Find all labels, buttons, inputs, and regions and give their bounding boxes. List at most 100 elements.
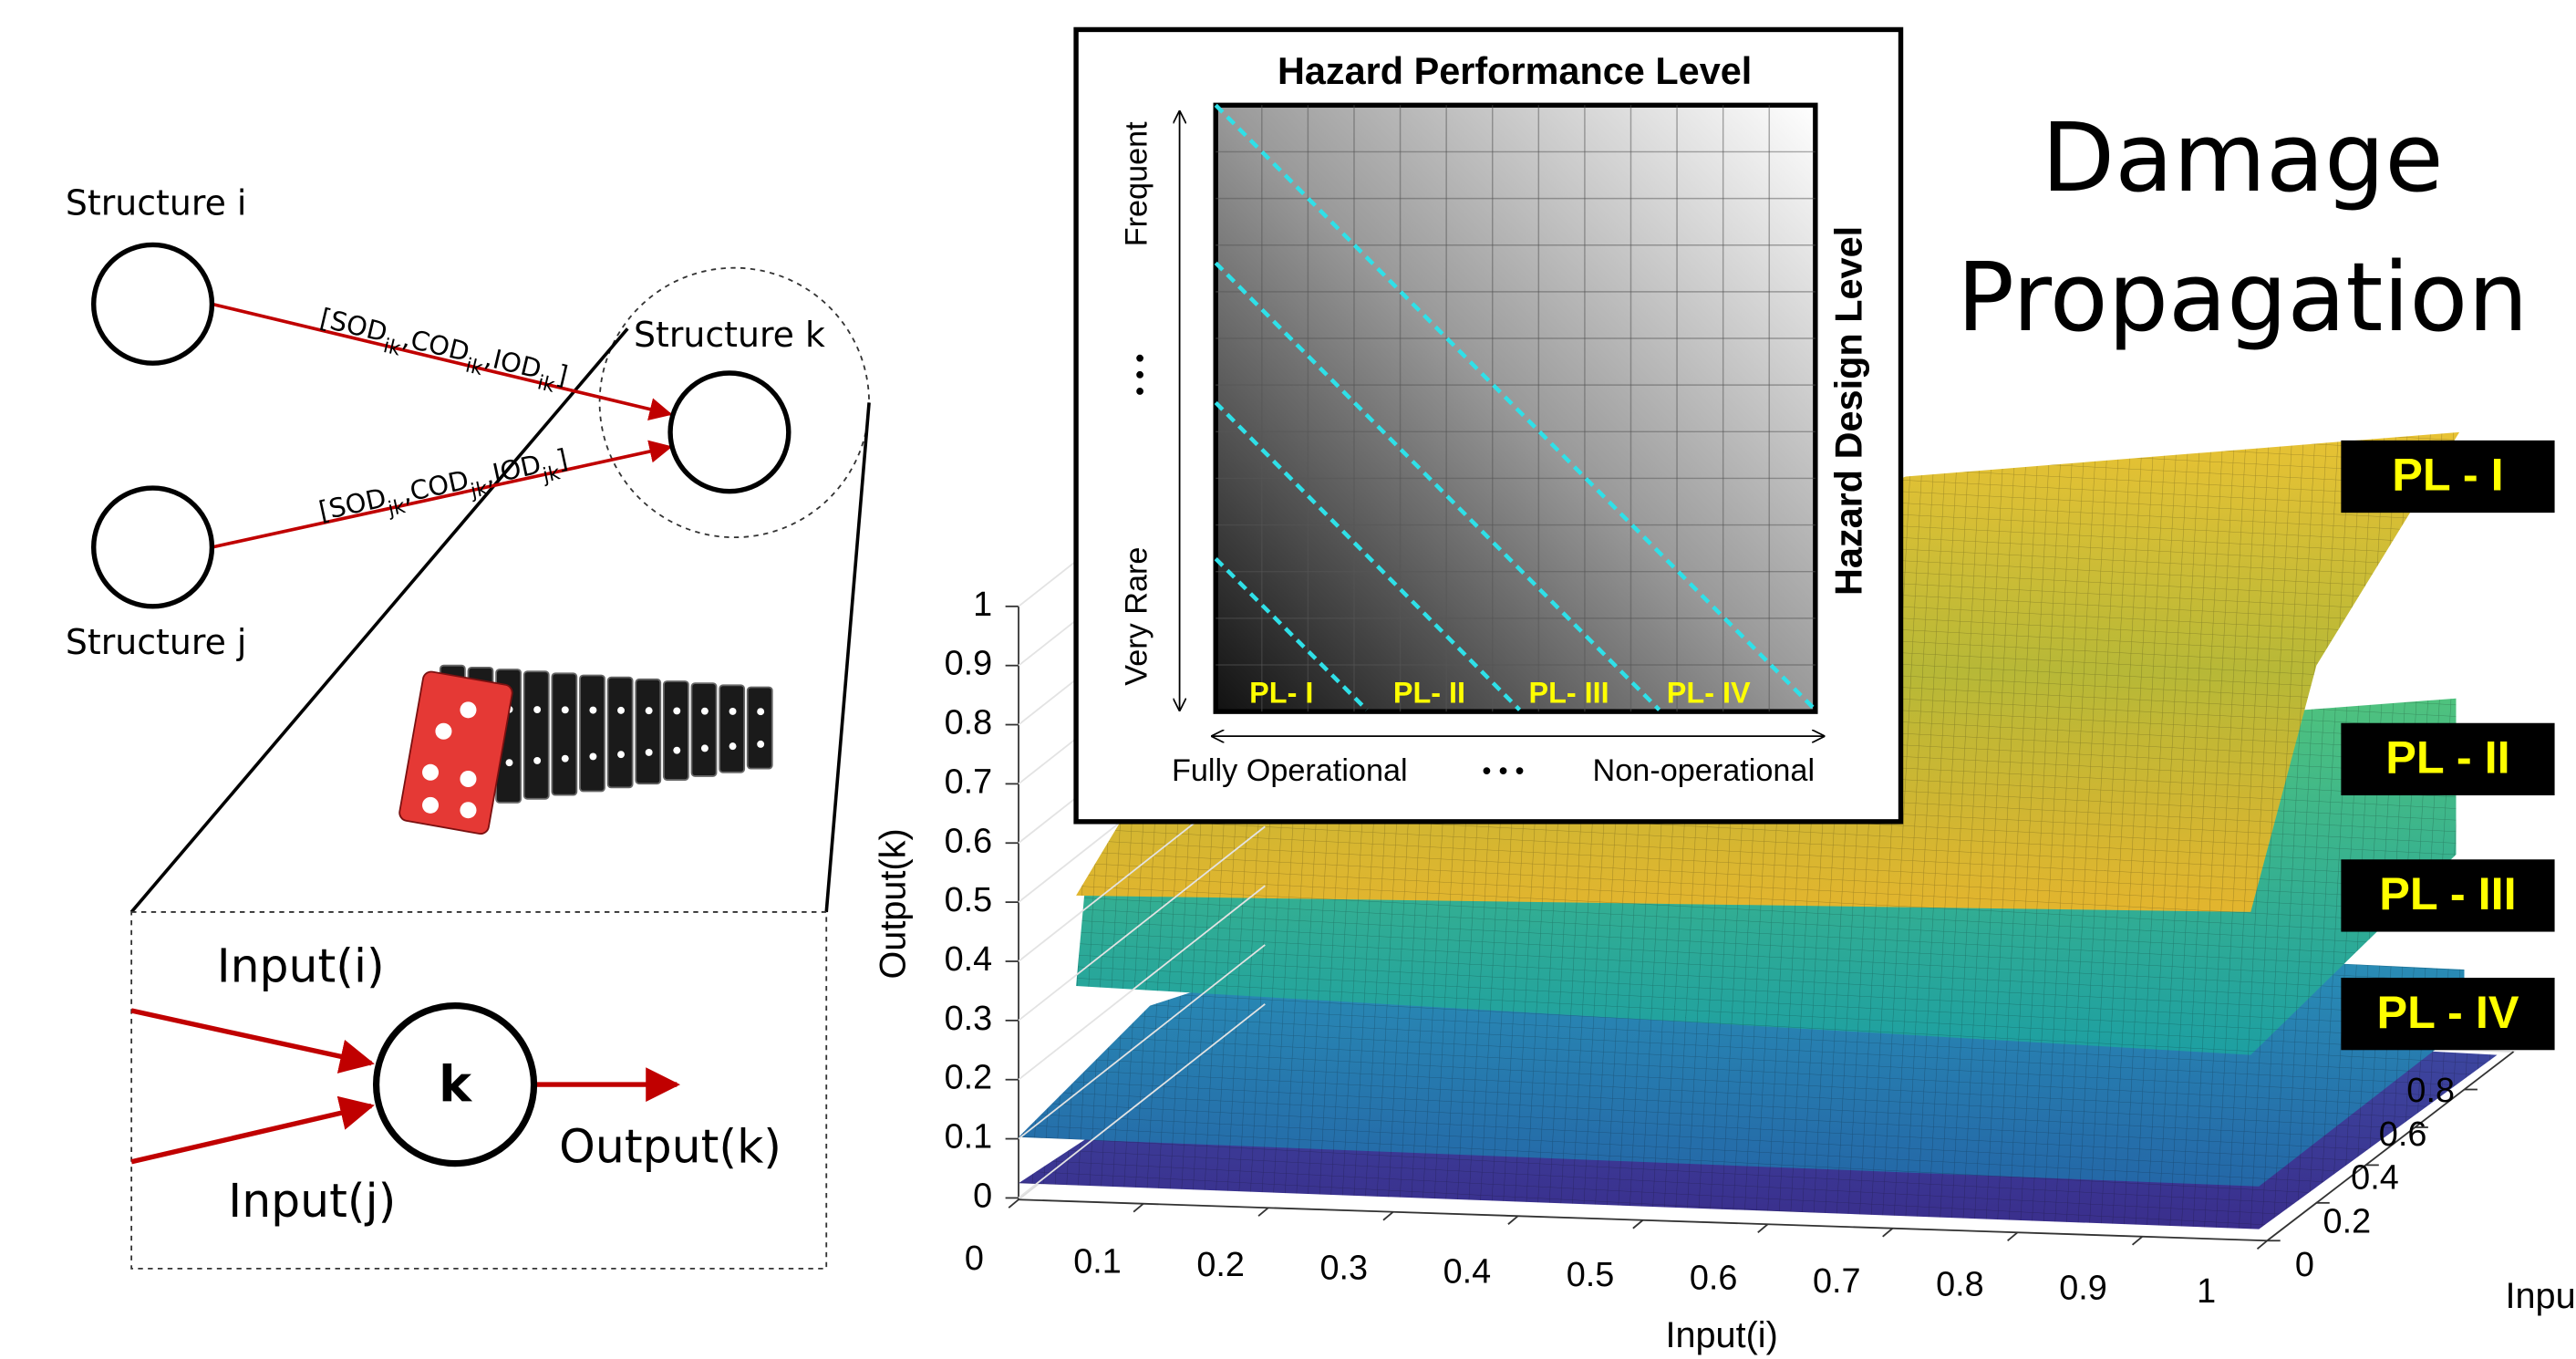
z-tick-label: 0.8: [945, 704, 993, 742]
zoom-line: [824, 402, 871, 913]
left-label: • • •: [1126, 354, 1155, 396]
input-arrow: [130, 1095, 375, 1165]
x-tick: [1632, 1219, 1644, 1229]
domino-illustration: [398, 664, 773, 835]
level-badge-label: PL - II: [2385, 731, 2509, 783]
domino-pip: [589, 752, 597, 761]
z-tick-label: 0: [973, 1177, 992, 1215]
domino: [522, 670, 550, 800]
y-tick-label: 0.4: [2351, 1159, 2399, 1198]
domino: [579, 674, 605, 793]
domino-pip: [645, 707, 653, 715]
domino-pip: [757, 740, 765, 748]
domino: [719, 684, 746, 773]
z-tick-label: 0.4: [945, 940, 993, 979]
domino-pip: [561, 706, 569, 714]
x-tick: [1507, 1215, 1519, 1225]
matrix-right-label: Hazard Design Level: [1826, 226, 1869, 596]
y-tick-label: 0: [2295, 1246, 2314, 1284]
x-tick: [1008, 1198, 1019, 1209]
x-tick: [2256, 1240, 2268, 1250]
node-label: Structure j: [66, 622, 247, 662]
x-tick-label: 0.6: [1690, 1260, 1738, 1298]
input-label: Input(i): [217, 939, 385, 992]
y-tick-label: 0.2: [2323, 1202, 2372, 1240]
domino: [551, 672, 578, 796]
x-tick-label: 0.8: [1936, 1266, 1984, 1304]
label-part: ,COD: [398, 464, 471, 509]
node-k: [372, 1002, 538, 1167]
domino: [690, 682, 718, 777]
domino-pip: [700, 744, 709, 752]
bottom-label: Fully Operational: [1172, 753, 1408, 788]
domino-pip: [673, 746, 681, 754]
z-tick-label: 0.6: [945, 822, 993, 860]
z-tick-label: 1: [973, 586, 992, 624]
level-badge-label: PL - III: [2379, 867, 2516, 919]
x-tick: [2007, 1231, 2019, 1241]
z-axis-label: Output(k): [873, 828, 913, 979]
domino-pip: [533, 756, 542, 764]
matrix-title: Hazard Performance Level: [1278, 49, 1752, 92]
x-tick: [1382, 1211, 1394, 1221]
level-label: PL- II: [1393, 677, 1465, 710]
left-label: Very Rare: [1120, 547, 1154, 686]
hazard-matrix: Hazard Performance Level Hazard Design L…: [1073, 26, 1904, 825]
label-part: ,COD: [399, 322, 472, 368]
domino: [635, 678, 662, 785]
edge: [212, 440, 673, 549]
domino-pip: [505, 759, 513, 767]
edge-label: [SODik,CODik,IODik]: [316, 302, 571, 399]
z-tick-label: 0.5: [945, 881, 993, 919]
level-badge: [2341, 978, 2555, 1051]
x-tick-label: 1: [2197, 1272, 2216, 1311]
input-label: Input(j): [228, 1174, 396, 1228]
zoom-line: [129, 327, 629, 914]
domino-pip: [561, 754, 569, 762]
label-part: ,IOD: [481, 449, 543, 491]
grid-line: [1018, 885, 1266, 1081]
z-tick-label: 0.7: [945, 762, 993, 801]
level-boundary: [1214, 556, 1369, 711]
domino-pip: [700, 707, 709, 715]
x-tick-label: 0.7: [1813, 1262, 1861, 1301]
y-axis: [2266, 1051, 2515, 1241]
node-label: Structure i: [66, 183, 247, 223]
domino-pip: [617, 706, 625, 714]
red-domino: [398, 670, 513, 835]
z-tick-label: 0.9: [945, 645, 993, 683]
label-part: [SOD: [317, 302, 390, 348]
level-badge-label: PL - IV: [2376, 986, 2519, 1038]
domino-pip: [757, 708, 765, 716]
edge: [211, 302, 673, 420]
level-boundary: [1214, 103, 1817, 711]
x-tick: [1757, 1223, 1769, 1233]
y-axis-label: Input(j): [2506, 1276, 2576, 1316]
grid-line: [1018, 944, 1266, 1140]
x-axis-label: Input(i): [1665, 1315, 1777, 1355]
x-tick-label: 0: [965, 1240, 984, 1278]
level-boundary: [1214, 261, 1661, 711]
x-tick-label: 0.1: [1073, 1242, 1122, 1281]
z-tick-label: 0.2: [945, 1059, 993, 1097]
label-part: ,IOD: [481, 341, 544, 385]
z-tick-label: 0.3: [945, 1000, 993, 1038]
x-tick: [1882, 1228, 1894, 1238]
title-line: Propagation: [1957, 242, 2529, 353]
title-line: Damage: [2042, 102, 2444, 213]
level-badge-label: PL - I: [2392, 449, 2503, 501]
domino: [606, 676, 634, 789]
output-label: Output(k): [559, 1120, 781, 1174]
level-badge: [2341, 440, 2555, 514]
input-arrow: [130, 1008, 375, 1074]
node-label: Structure k: [634, 315, 825, 355]
domino-pip: [645, 748, 653, 756]
x-tick-label: 0.3: [1319, 1250, 1368, 1288]
domino-pip: [589, 706, 597, 714]
node: [90, 242, 215, 366]
y-tick-label: 0.8: [2406, 1072, 2455, 1110]
grid-line: [1018, 1003, 1266, 1199]
node: [90, 485, 215, 609]
